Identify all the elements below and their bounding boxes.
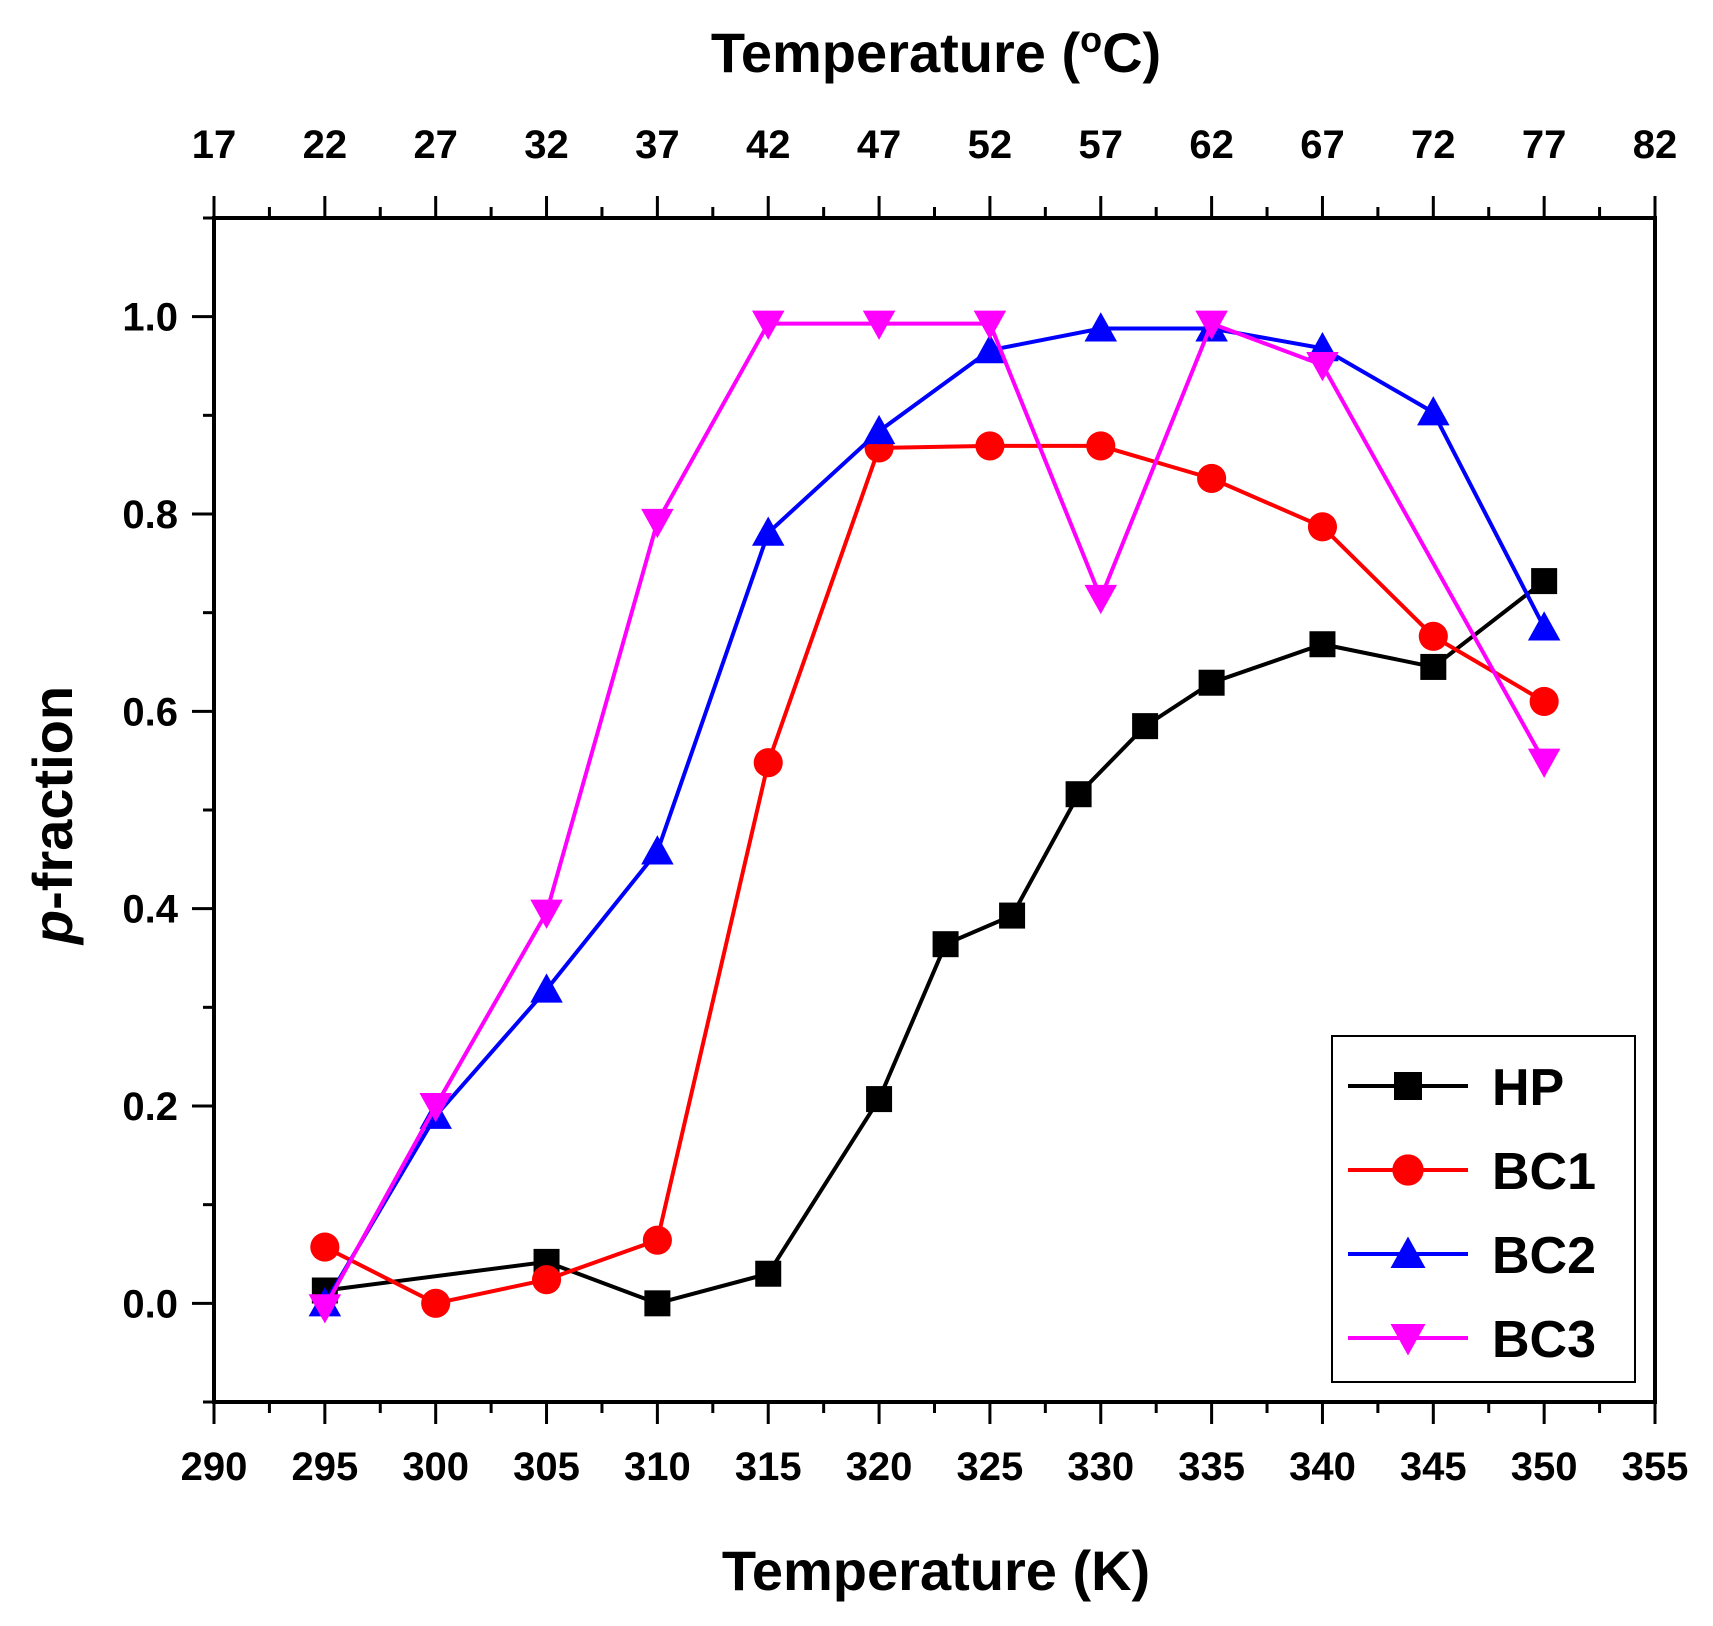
legend-box bbox=[1331, 1035, 1636, 1383]
x2-tick-label: 52 bbox=[968, 123, 1013, 167]
x2-tick-label: 47 bbox=[857, 123, 902, 167]
x-axis-title: Temperature (K) bbox=[722, 1539, 1150, 1602]
y-axis-title: p-fraction bbox=[21, 686, 84, 946]
legend-bc3-label: BC3 bbox=[1492, 1311, 1596, 1369]
legend-bc2-marker bbox=[1390, 1236, 1426, 1268]
series-bc3-point bbox=[862, 310, 896, 340]
x2-tick-label: 77 bbox=[1522, 123, 1567, 167]
x-tick-label: 295 bbox=[291, 1445, 358, 1489]
series-bc1-point bbox=[1197, 463, 1227, 494]
x2-tick-label: 22 bbox=[303, 123, 348, 167]
series-bc3-point bbox=[530, 899, 563, 929]
x-tick-label: 305 bbox=[513, 1445, 580, 1489]
x-tick-label: 290 bbox=[181, 1445, 248, 1489]
x-tick-label: 300 bbox=[402, 1445, 469, 1489]
y-tick-label: 0.0 bbox=[122, 1282, 178, 1326]
x2-tick-label: 57 bbox=[1079, 123, 1124, 167]
series-bc1-point bbox=[975, 431, 1005, 461]
y-tick-label: 0.4 bbox=[122, 888, 178, 932]
series-bc2-point bbox=[530, 973, 563, 1003]
series-bc1-point bbox=[1418, 621, 1448, 651]
series-bc3-point bbox=[1527, 748, 1561, 778]
series-bc2-point bbox=[641, 835, 674, 865]
series-bc3-point bbox=[1195, 310, 1228, 340]
legend-hp-label: HP bbox=[1492, 1059, 1564, 1117]
legend: HP BC1 BC2 BC3 bbox=[1331, 1035, 1636, 1383]
series-bc1 bbox=[310, 431, 1559, 1318]
series-hp-point bbox=[1198, 669, 1225, 696]
x2-tick-label: 37 bbox=[635, 123, 680, 167]
y-tick-label: 0.8 bbox=[122, 493, 178, 537]
legend-hp-marker bbox=[1394, 1072, 1422, 1100]
top-axis-title: Temperature (oC) bbox=[711, 19, 1161, 84]
series-hp-point bbox=[1531, 568, 1558, 595]
series-bc2-point bbox=[973, 333, 1007, 364]
x2-tick-label: 27 bbox=[413, 123, 458, 167]
x2-tick-label: 32 bbox=[524, 123, 569, 167]
series-bc3-point bbox=[641, 508, 674, 539]
legend-bc1-marker bbox=[1392, 1154, 1424, 1186]
x-tick-label: 330 bbox=[1067, 1445, 1134, 1489]
series-bc2-point bbox=[1417, 396, 1450, 426]
legend-bc1-label: BC1 bbox=[1492, 1143, 1596, 1201]
x-tick-label: 335 bbox=[1178, 1445, 1245, 1489]
series-layer bbox=[308, 310, 1561, 1324]
x2-tick-label: 82 bbox=[1633, 123, 1678, 167]
x-tick-label: 355 bbox=[1622, 1445, 1689, 1489]
series-bc1-point bbox=[531, 1265, 562, 1295]
series-hp-point bbox=[1132, 713, 1159, 740]
series-hp-point bbox=[1309, 631, 1336, 658]
axis-ticks: 290 17 295 22 300 27 305 32 310 37 315 42 320 47 325 52… bbox=[122, 123, 1688, 1489]
x2-tick-label: 72 bbox=[1411, 123, 1456, 167]
series-hp-point bbox=[755, 1260, 782, 1287]
x2-tick-label: 67 bbox=[1300, 123, 1345, 167]
series-bc2-point bbox=[1527, 611, 1561, 641]
series-bc2-line bbox=[323, 326, 1546, 1305]
x-tick-label: 315 bbox=[735, 1445, 802, 1489]
x-tick-label: 340 bbox=[1289, 1445, 1356, 1489]
x-tick-label: 345 bbox=[1400, 1445, 1467, 1489]
x-tick-label: 310 bbox=[624, 1445, 691, 1489]
x2-tick-label: 42 bbox=[746, 123, 791, 167]
series-bc1-point bbox=[753, 748, 783, 778]
series-bc3-point bbox=[308, 1294, 342, 1324]
series-bc1-point bbox=[1307, 512, 1338, 542]
series-bc3-point bbox=[1084, 584, 1118, 615]
series-bc1-point bbox=[1086, 431, 1116, 461]
x-tick-label: 320 bbox=[846, 1445, 913, 1489]
y-tick-label: 1.0 bbox=[122, 296, 178, 340]
series-hp-point bbox=[932, 931, 959, 958]
series-hp bbox=[311, 568, 1558, 1317]
x-tick-label: 325 bbox=[957, 1445, 1024, 1489]
series-bc2-point bbox=[862, 414, 896, 445]
series-bc2-point bbox=[751, 516, 785, 546]
series-hp-point bbox=[999, 902, 1026, 929]
legend-bc2-label: BC2 bbox=[1492, 1227, 1596, 1285]
series-bc3-point bbox=[1306, 352, 1339, 382]
series-bc3-point bbox=[973, 310, 1007, 340]
series-hp-point bbox=[1420, 653, 1447, 680]
series-bc3 bbox=[308, 310, 1561, 1324]
legend-bc3-marker bbox=[1390, 1324, 1426, 1356]
x-tick-label: 350 bbox=[1511, 1445, 1578, 1489]
y-tick-label: 0.6 bbox=[122, 690, 178, 734]
series-bc3-point bbox=[419, 1093, 452, 1123]
series-bc1-point bbox=[1529, 686, 1559, 717]
series-hp-point bbox=[866, 1086, 893, 1113]
series-bc2-point bbox=[1084, 312, 1118, 342]
x2-tick-label: 17 bbox=[192, 123, 237, 167]
series-hp-point bbox=[1065, 781, 1092, 808]
series-bc1-line bbox=[323, 443, 1546, 1306]
series-bc1-point bbox=[310, 1232, 340, 1262]
x2-tick-label: 62 bbox=[1189, 123, 1234, 167]
y-tick-label: 0.2 bbox=[122, 1085, 178, 1129]
series-bc3-point bbox=[751, 310, 785, 340]
series-hp-point bbox=[644, 1290, 671, 1317]
series-bc1-point bbox=[642, 1225, 672, 1255]
series-bc1-point bbox=[421, 1288, 451, 1318]
